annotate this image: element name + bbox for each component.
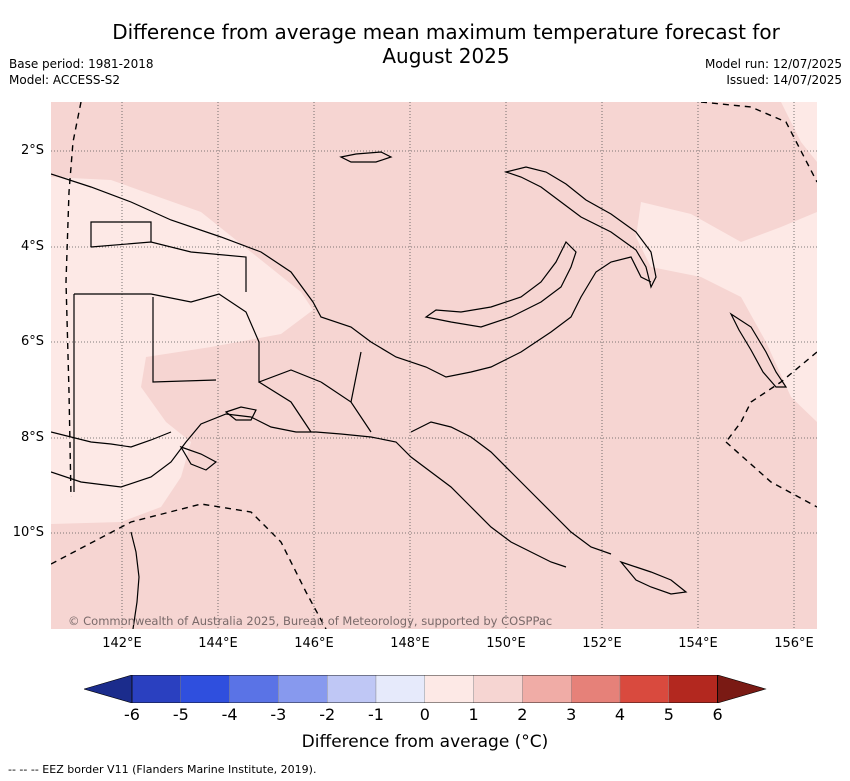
colorbar-segment xyxy=(473,675,523,703)
lon-label-146e: 146°E xyxy=(294,636,334,651)
colorbar-tick-label: 5 xyxy=(663,705,674,724)
colorbar-tick-label: -6 xyxy=(124,705,140,724)
lat-label-8s: 8°S xyxy=(20,430,44,445)
lon-label-142e: 142°E xyxy=(102,636,142,651)
lat-label-2s: 2°S xyxy=(20,143,44,158)
colorbar xyxy=(84,675,767,703)
chart-title: Difference from average mean maximum tem… xyxy=(112,20,780,68)
map-panel xyxy=(51,102,817,629)
lon-label-150e: 150°E xyxy=(486,636,526,651)
colorbar-segment xyxy=(571,675,621,703)
colorbar-tick-label: -4 xyxy=(221,705,238,724)
lon-label-154e: 154°E xyxy=(678,636,718,651)
colorbar-tick-label: 2 xyxy=(517,705,528,724)
base-period: Base period: 1981-2018 xyxy=(9,57,154,71)
colorbar-segment xyxy=(375,675,425,703)
issued-date: Issued: 14/07/2025 xyxy=(726,73,842,87)
colorbar-segment xyxy=(522,675,572,703)
lon-label-148e: 148°E xyxy=(390,636,430,651)
meta-right: Model run: 12/07/2025 Issued: 14/07/2025 xyxy=(705,56,842,88)
colorbar-segment xyxy=(180,675,230,703)
colorbar-segment xyxy=(668,675,718,703)
colorbar-extend-high xyxy=(717,675,767,703)
colorbar-segment xyxy=(619,675,669,703)
coastlines xyxy=(51,151,788,629)
colorbar-segment xyxy=(326,675,377,703)
anomaly-zone-0-1-east xyxy=(636,202,817,422)
eez-borders xyxy=(51,102,817,629)
lat-label-6s: 6°S xyxy=(20,334,44,349)
colorbar-outline xyxy=(131,675,718,703)
meta-left: Base period: 1981-2018 Model: ACCESS-S2 xyxy=(9,56,154,88)
anomaly-zone-1-2 xyxy=(51,102,817,629)
model-name: Model: ACCESS-S2 xyxy=(9,73,121,87)
graticule xyxy=(51,102,817,629)
colorbar-tick-label: 0 xyxy=(419,705,430,724)
map-svg xyxy=(51,102,817,629)
eez-footnote: -- -- -- EEZ border V11 (Flanders Marine… xyxy=(8,763,317,776)
colorbar-tick-label: 3 xyxy=(566,705,577,724)
lon-label-152e: 152°E xyxy=(582,636,622,651)
lon-label-156e: 156°E xyxy=(774,636,814,651)
colorbar-tick-label: 1 xyxy=(468,705,479,724)
lon-label-144e: 144°E xyxy=(198,636,238,651)
colorbar-tick-label: 6 xyxy=(712,705,723,724)
colorbar-extend-low xyxy=(84,675,133,703)
anomaly-zone-0-1-ne xyxy=(781,102,817,162)
colorbar-title: Difference from average (°C) xyxy=(301,732,549,752)
colorbar-segment xyxy=(278,675,328,703)
anomaly-zone-0-1-west xyxy=(51,177,313,524)
colorbar-segment xyxy=(229,675,279,703)
colorbar-tick-label: -5 xyxy=(172,705,189,724)
lat-label-10s: 10°S xyxy=(12,525,44,540)
colorbar-tick-label: -3 xyxy=(270,705,287,724)
colorbar-segment xyxy=(424,675,474,703)
copyright-notice: © Commonwealth of Australia 2025, Bureau… xyxy=(68,614,553,628)
colorbar-tick-label: -2 xyxy=(319,705,336,724)
colorbar-tick-label: -1 xyxy=(368,705,384,724)
colorbar-segment xyxy=(131,675,181,703)
colorbar-tick-label: 4 xyxy=(614,705,626,724)
model-run: Model run: 12/07/2025 xyxy=(704,57,842,71)
lat-label-4s: 4°S xyxy=(20,239,44,254)
